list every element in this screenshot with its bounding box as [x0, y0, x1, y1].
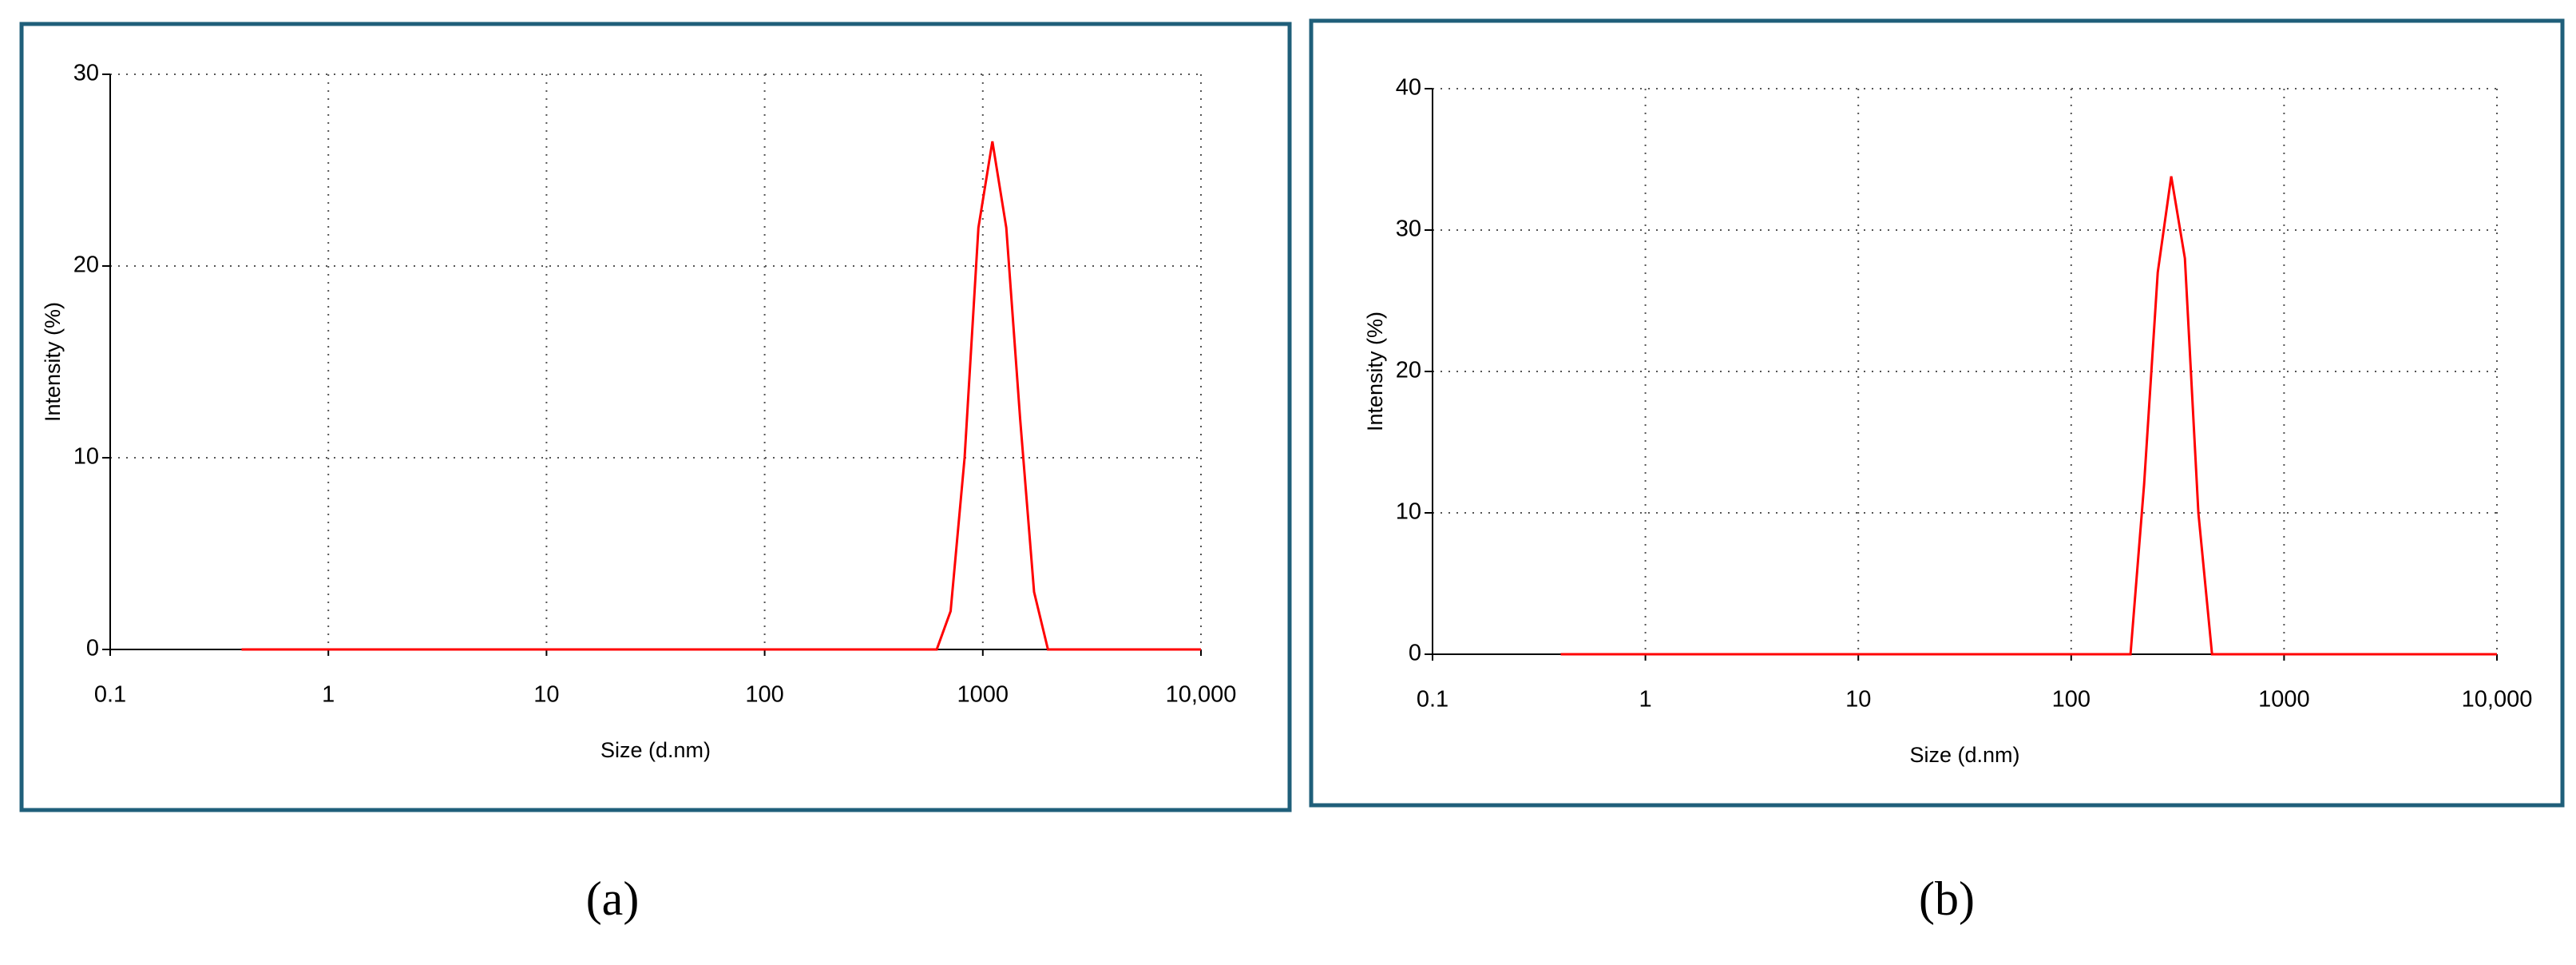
- x-tick-label: 10: [1845, 687, 1871, 713]
- x-tick-label: 0.1: [94, 682, 126, 708]
- y-tick-label: 30: [73, 61, 99, 86]
- y-tick-label: 0: [1409, 641, 1421, 666]
- x-tick-label: 0.1: [1417, 687, 1449, 713]
- panel-label: (b): [1919, 872, 1975, 925]
- panel-label: (a): [586, 872, 640, 925]
- panel-frame: [19, 22, 1292, 812]
- data-line: [1560, 176, 2497, 656]
- panel-frame: [1309, 18, 2565, 808]
- y-tick-label: 10: [1396, 499, 1421, 525]
- x-tick-label: 100: [745, 682, 783, 708]
- y-tick-label: 20: [1396, 358, 1421, 383]
- x-tick-label: 100: [2052, 687, 2091, 713]
- y-tick-label: 20: [73, 252, 99, 278]
- y-axis-label: Intensity (%): [1363, 312, 1387, 431]
- y-axis-label: Intensity (%): [41, 302, 65, 422]
- data-line: [241, 141, 1201, 651]
- y-tick-label: 10: [73, 444, 99, 470]
- x-axis-label: Size (d.nm): [1909, 743, 2019, 767]
- x-tick-label: 10,000: [1166, 682, 1237, 708]
- y-tick-label: 40: [1396, 75, 1421, 101]
- x-tick-label: 10,000: [2462, 687, 2533, 713]
- y-tick-label: 30: [1396, 216, 1421, 242]
- x-tick-label: 10: [533, 682, 559, 708]
- x-tick-label: 1: [322, 682, 335, 708]
- x-tick-label: 1000: [957, 682, 1009, 708]
- y-tick-label: 0: [86, 636, 99, 661]
- x-axis-label: Size (d.nm): [600, 738, 711, 762]
- x-tick-label: 1: [1639, 687, 1652, 713]
- x-tick-label: 1000: [2258, 687, 2310, 713]
